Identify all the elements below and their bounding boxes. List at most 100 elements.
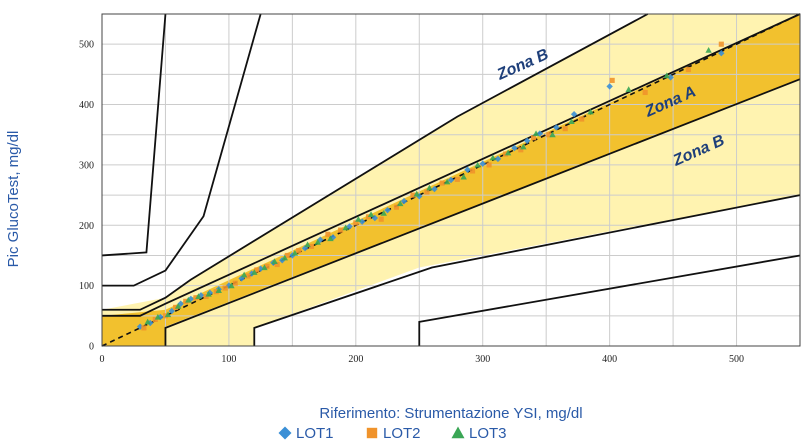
legend: LOT1 LOT2 LOT3 [278, 425, 507, 442]
data-point-lot3 [174, 302, 182, 309]
y-tick-label: 0 [89, 342, 94, 353]
data-point-lot2 [470, 168, 476, 174]
data-point-lot2 [439, 180, 445, 186]
legend-marker-square [366, 427, 378, 439]
data-point-lot2 [296, 248, 302, 254]
data-point-lot1 [553, 124, 560, 131]
data-point-lot1 [346, 223, 353, 230]
data-point-lot2 [183, 298, 189, 304]
data-point-lot2 [518, 147, 524, 153]
data-point-lot3 [549, 131, 556, 138]
data-point-lot3 [304, 241, 311, 248]
data-point-lot2 [562, 126, 568, 132]
plot-frame [101, 13, 801, 347]
data-point-lot2 [308, 243, 314, 249]
legend-label: LOT2 [383, 425, 421, 442]
grid-lines [102, 14, 800, 346]
data-point-lot2 [609, 77, 615, 83]
data-point-lot3 [314, 238, 321, 245]
x-tick-label: 200 [348, 354, 363, 365]
zone-boundary-lines [101, 13, 801, 346]
zone-boundary-line-6 [418, 254, 801, 346]
data-point-lot2 [410, 192, 416, 198]
data-point-lot3 [355, 216, 362, 222]
y-axis-title: Pic GlucoTest, mg/dl [5, 131, 22, 268]
y-axis-ticks: 0 100 200 300 400 500 [79, 40, 94, 353]
data-point-lot2 [284, 252, 290, 259]
data-point-lot2 [353, 220, 359, 226]
data-point-lot2 [546, 132, 552, 138]
data-point-lot2 [685, 66, 691, 73]
y-tick-label: 300 [79, 160, 94, 171]
data-point-lot3 [443, 178, 451, 185]
data-point-lot3 [215, 287, 222, 294]
zone-boundary-line-5 [253, 194, 801, 346]
data-point-lot2 [222, 285, 228, 291]
data-point-lot3 [271, 258, 278, 265]
data-point-lot1 [667, 74, 674, 81]
data-point-lot3 [489, 154, 497, 161]
data-point-lot2 [245, 273, 251, 279]
data-point-lot3 [281, 254, 288, 261]
data-point-lot1 [400, 197, 408, 205]
data-point-lot2 [378, 216, 384, 222]
data-point-lot3 [625, 86, 632, 93]
data-point-lot3 [164, 311, 172, 318]
zone-boundary-line-0 [101, 13, 167, 257]
data-point-lot1 [606, 83, 613, 90]
data-point-lot3 [413, 190, 420, 197]
data-point-lot3 [380, 210, 387, 216]
x-axis-title: Riferimento: Strumentazione YSI, mg/dl [319, 405, 582, 422]
data-point-lot3 [520, 143, 527, 150]
data-point-lot2 [454, 176, 460, 182]
data-point-lot1 [718, 50, 725, 57]
data-point-lot3 [205, 290, 212, 297]
data-point-lot1 [494, 155, 502, 163]
data-point-lot2 [718, 41, 724, 47]
legend-marker-diamond [278, 426, 292, 440]
data-point-lot3 [367, 211, 375, 217]
data-point-lot2 [579, 116, 585, 122]
data-point-lot1 [301, 245, 309, 252]
data-point-lot3 [154, 313, 162, 320]
data-point-lot1 [523, 137, 531, 144]
data-point-lot2 [254, 267, 260, 273]
data-point-lot3 [291, 249, 299, 256]
data-point-lot3 [663, 72, 670, 79]
data-point-lot2 [338, 227, 344, 233]
zone-boundary-line-1 [102, 13, 262, 287]
data-point-lot2 [393, 204, 399, 210]
zone-boundary-line-4 [164, 78, 801, 346]
data-point-lot1 [225, 282, 233, 289]
x-axis-ticks: 0 100 200 300 400 500 [100, 354, 745, 365]
legend-marker-triangle [451, 426, 465, 439]
data-point-lot2 [642, 89, 648, 96]
x-tick-label: 500 [729, 354, 744, 365]
data-point-lot3 [705, 47, 712, 53]
data-point-lot2 [503, 151, 509, 157]
data-point-lot1 [464, 166, 471, 173]
legend-label: LOT1 [296, 425, 334, 442]
data-point-lot3 [460, 173, 467, 180]
legend-item-lot1: LOT1 [278, 425, 334, 442]
data-point-lot3 [240, 271, 248, 278]
data-point-lot3 [144, 318, 151, 325]
y-tick-label: 200 [79, 221, 94, 232]
data-point-lot3 [397, 200, 404, 207]
data-point-lot1 [358, 218, 366, 225]
data-point-lot1 [447, 176, 455, 184]
data-point-lot1 [431, 185, 438, 193]
legend-label: LOT3 [469, 425, 507, 442]
data-point-lot1 [187, 295, 195, 303]
data-point-lot3 [532, 130, 540, 137]
legend-item-lot2: LOT2 [366, 425, 421, 442]
data-point-lot2 [424, 189, 430, 195]
data-point-lot2 [325, 231, 331, 237]
data-point-lot1 [479, 160, 486, 167]
data-point-lot3 [195, 293, 202, 300]
data-point-lot3 [504, 149, 512, 156]
legend-item-lot3: LOT3 [451, 425, 507, 442]
data-point-lot3 [251, 269, 258, 275]
data-points [136, 41, 725, 331]
